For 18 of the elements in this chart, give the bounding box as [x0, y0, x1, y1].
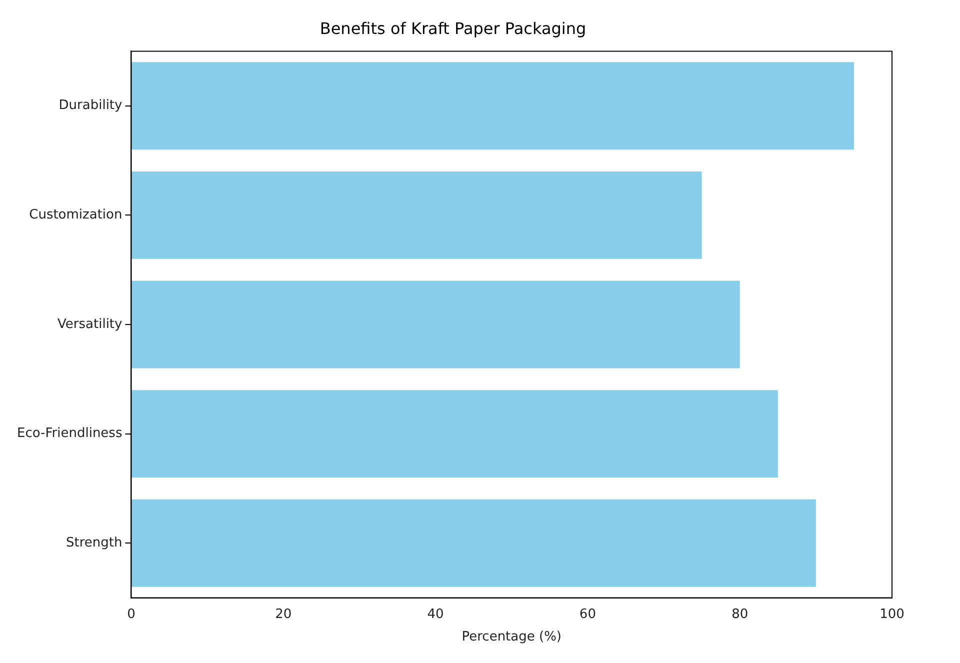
- y-tick-label: Strength: [66, 536, 122, 551]
- y-tick-label: Durability: [58, 98, 123, 114]
- y-tick-label: Eco-Friendliness: [16, 426, 122, 442]
- y-tick-label: Customization: [29, 208, 122, 223]
- x-tick-label: 0: [127, 606, 136, 622]
- bar: [131, 390, 778, 478]
- bar: [131, 171, 702, 259]
- bar: [131, 499, 816, 587]
- y-tick-label: Versatility: [58, 316, 123, 332]
- x-axis-title: Percentage (%): [462, 630, 562, 645]
- chart-title: Benefits of Kraft Paper Packaging: [320, 18, 586, 38]
- bar: [131, 280, 740, 368]
- bar: [131, 62, 854, 150]
- x-tick-label: 20: [275, 606, 292, 622]
- x-tick-label: 100: [880, 606, 904, 622]
- x-tick-label: 40: [427, 606, 444, 622]
- x-tick-label: 60: [579, 606, 596, 622]
- x-tick-label: 80: [732, 606, 748, 622]
